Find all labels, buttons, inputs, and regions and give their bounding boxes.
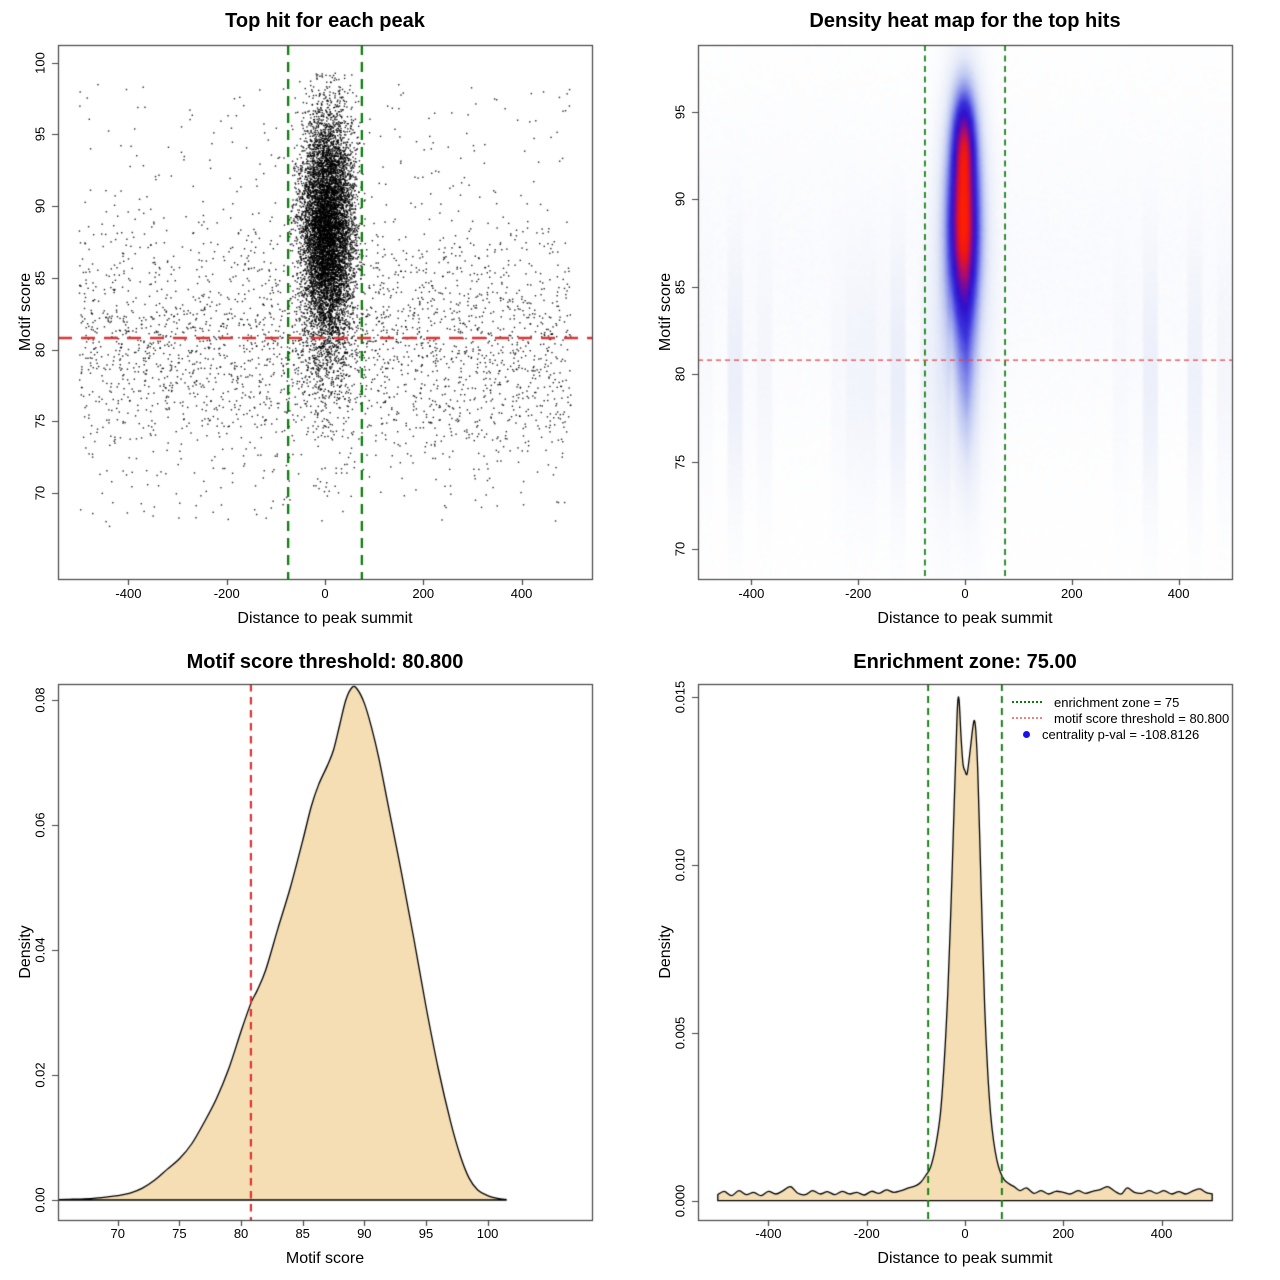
- legend-label: motif score threshold = 80.800: [1054, 710, 1230, 726]
- panel4-yaxis-label: Density: [657, 925, 674, 979]
- x-tick-label: 200: [1052, 1226, 1075, 1241]
- y-tick-label: 90: [32, 198, 48, 214]
- y-tick-label: 0.06: [32, 812, 48, 838]
- x-tick-label: 85: [295, 1226, 310, 1241]
- panel1-xaxis-label: Distance to peak summit: [237, 610, 413, 627]
- y-tick-label: 75: [32, 414, 48, 429]
- panel1-title: Top hit for each peak: [225, 10, 425, 32]
- panel2-title: Density heat map for the top hits: [809, 10, 1121, 32]
- x-tick-label: -400: [115, 586, 142, 601]
- y-tick-label: 0.005: [672, 1016, 688, 1050]
- y-tick-label: 0.04: [32, 937, 48, 963]
- y-tick-label: 85: [672, 279, 688, 294]
- motif-threshold-dotted-line-icon: [1012, 717, 1042, 719]
- x-tick-label: 400: [510, 586, 533, 601]
- y-tick-label: 0.010: [672, 848, 688, 882]
- x-tick-label: -400: [755, 1226, 782, 1241]
- x-tick-label: -200: [845, 586, 872, 601]
- x-tick-label: 400: [1167, 586, 1190, 601]
- x-tick-label: -200: [853, 1226, 880, 1241]
- panel3-xaxis-label: Motif score: [285, 1250, 365, 1267]
- y-tick-label: 0.000: [672, 1184, 688, 1217]
- panel4-xaxis-label: Distance to peak summit: [877, 1250, 1053, 1267]
- panel3-title: Motif score threshold: 80.800: [186, 651, 464, 673]
- x-tick-label: 70: [110, 1226, 126, 1241]
- y-tick-label: 70: [672, 542, 688, 557]
- y-tick-label: 95: [672, 104, 688, 119]
- y-tick-label: 95: [32, 127, 48, 142]
- x-tick-label: -200: [213, 586, 240, 601]
- y-tick-label: 0.015: [672, 680, 688, 714]
- x-tick-label: 400: [1150, 1226, 1173, 1241]
- y-tick-label: 70: [32, 485, 48, 501]
- x-tick-label: 95: [418, 1226, 434, 1241]
- x-tick-label: 80: [233, 1226, 249, 1241]
- y-tick-label: 75: [672, 454, 688, 469]
- legend-item-motif-score-threshold: motif score threshold = 80.800: [1012, 710, 1229, 726]
- x-tick-label: 0: [961, 1226, 969, 1241]
- x-tick-label: 100: [476, 1226, 499, 1241]
- y-tick-label: 85: [32, 270, 48, 286]
- y-tick-label: 0.08: [32, 687, 48, 713]
- x-tick-label: 200: [1060, 586, 1083, 601]
- y-tick-label: 0.02: [32, 1062, 48, 1088]
- x-tick-label: 75: [172, 1226, 187, 1241]
- x-tick-label: 200: [412, 586, 435, 601]
- legend-item-enrichment-zone: enrichment zone = 75: [1012, 694, 1229, 710]
- y-tick-label: 80: [672, 366, 688, 382]
- legend-label: enrichment zone = 75: [1054, 694, 1180, 710]
- y-tick-label: 80: [32, 342, 48, 357]
- panel4-title: Enrichment zone: 75.00: [853, 651, 1077, 673]
- enrichment-zone-dotted-line-icon: [1012, 701, 1042, 703]
- panel4-legend: enrichment zone = 75 motif score thresho…: [1012, 694, 1229, 742]
- legend-label: centrality p-val = -108.8126: [1042, 726, 1200, 742]
- centrality-pval-dot-icon: [1023, 730, 1030, 738]
- x-tick-label: -400: [738, 586, 765, 601]
- legend-item-centrality-pval: centrality p-val = -108.8126: [1012, 726, 1229, 742]
- y-tick-label: 90: [672, 191, 688, 207]
- y-tick-label: 100: [32, 51, 48, 74]
- x-tick-label: 0: [961, 586, 969, 601]
- x-tick-label: 0: [321, 586, 329, 601]
- x-tick-label: 90: [357, 1226, 372, 1241]
- y-tick-label: 0.00: [32, 1187, 48, 1213]
- panel2-xaxis-label: Distance to peak summit: [877, 610, 1053, 627]
